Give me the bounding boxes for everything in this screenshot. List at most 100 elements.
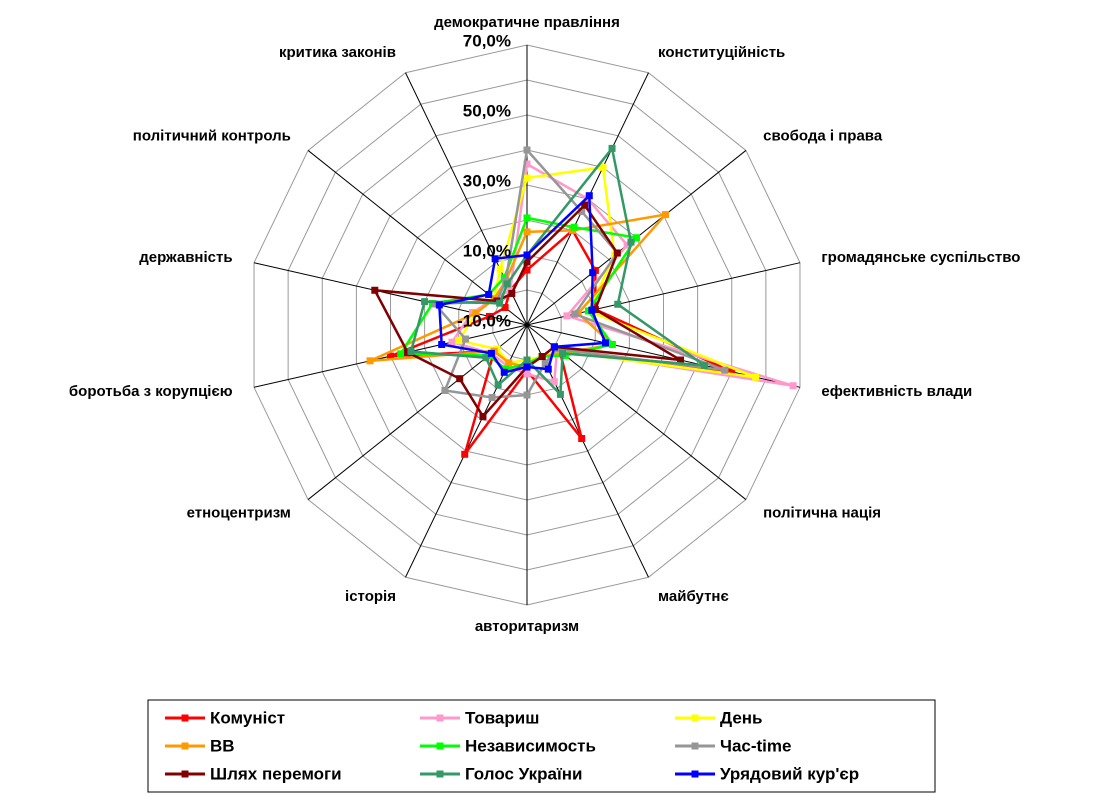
legend-label: Комуніст (210, 708, 285, 727)
series-marker (523, 363, 531, 371)
legend-marker (181, 770, 189, 778)
legend-label: Товариш (465, 708, 539, 727)
series-marker (550, 343, 558, 351)
series-marker (485, 312, 493, 320)
series-marker (700, 361, 708, 369)
y-tick-label: 50,0% (463, 101, 511, 120)
series-marker (661, 211, 669, 219)
series-marker (523, 146, 531, 154)
legend-label: ВВ (210, 736, 235, 755)
series-marker (541, 359, 549, 367)
category-label: конституційність (658, 44, 785, 61)
legend-marker (436, 770, 444, 778)
series-marker (523, 258, 531, 266)
series-marker (523, 251, 531, 259)
series-marker (366, 357, 374, 365)
series-marker (397, 350, 405, 358)
series-marker (608, 340, 616, 348)
series-marker (585, 192, 593, 200)
series-marker (435, 301, 443, 309)
axis-spoke (253, 262, 528, 326)
series-marker (677, 356, 685, 364)
series-marker (614, 300, 622, 308)
category-label: політичний контроль (133, 128, 291, 145)
series-marker (431, 300, 439, 308)
series-marker (728, 368, 736, 376)
series-marker (556, 390, 564, 398)
series-marker (461, 450, 469, 458)
legend-marker (181, 742, 189, 750)
series-marker (627, 238, 635, 246)
series-marker (371, 286, 379, 294)
series-marker (523, 356, 531, 364)
series-marker (523, 391, 531, 399)
series-marker (523, 174, 531, 182)
series-marker (523, 266, 531, 274)
series-marker (563, 312, 571, 320)
series-marker (501, 304, 509, 312)
series-marker (448, 338, 456, 346)
legend-marker (181, 714, 189, 722)
legend-label: Голос України (465, 764, 582, 783)
series-marker (608, 144, 616, 152)
series-marker (487, 349, 495, 357)
y-tick-label: -10,0% (457, 311, 511, 330)
series-marker (494, 381, 502, 389)
series-marker (578, 435, 586, 443)
series-marker (387, 352, 395, 360)
legend-marker (436, 742, 444, 750)
category-label: громадянське суспільство (821, 249, 1020, 266)
series-marker (496, 265, 504, 273)
legend-label: Час-time (720, 736, 791, 755)
series-marker (421, 298, 429, 306)
series-marker (588, 306, 596, 314)
legend-marker (691, 714, 699, 722)
legend-marker (691, 770, 699, 778)
series-marker (599, 163, 607, 171)
y-tick-label: 30,0% (463, 171, 511, 190)
series-marker (455, 337, 463, 345)
series-marker (550, 378, 558, 386)
series-marker (570, 223, 578, 231)
series-marker (559, 349, 567, 357)
category-label: боротьба з корупцією (69, 383, 233, 400)
series-marker (508, 289, 516, 297)
y-tick-label: 70,0% (463, 31, 511, 50)
series-marker (613, 249, 621, 257)
legend-box (147, 699, 936, 793)
series-marker (538, 353, 546, 361)
category-label: етноцентризм (187, 504, 291, 521)
series-marker (479, 412, 487, 420)
series-marker (438, 340, 446, 348)
series-marker (632, 234, 640, 242)
series-marker (752, 373, 760, 381)
series-marker (578, 207, 586, 215)
legend-label: Шлях перемоги (210, 764, 342, 783)
category-label: історія (345, 588, 396, 605)
series-marker (485, 290, 493, 298)
series-marker (523, 228, 531, 236)
series-marker (601, 339, 609, 347)
series-marker (623, 241, 631, 249)
category-label: свобода і права (763, 128, 883, 145)
series-marker (581, 201, 589, 209)
category-label: ефективність влади (821, 383, 972, 400)
series-marker (571, 310, 579, 318)
series-marker (441, 386, 449, 394)
series-marker (589, 269, 597, 277)
series-marker (482, 354, 490, 362)
series-marker (472, 309, 480, 317)
series-marker (523, 214, 531, 222)
series-marker (407, 347, 415, 355)
series-marker (789, 382, 797, 390)
series-marker (523, 160, 531, 168)
series-marker (544, 365, 552, 373)
category-label: майбутнє (658, 588, 729, 605)
series-marker (488, 394, 496, 402)
category-label: державність (139, 249, 232, 266)
legend-label: Независимость (465, 736, 596, 755)
series-marker (496, 299, 504, 307)
series-marker (503, 280, 511, 288)
category-label: критика законів (279, 44, 396, 61)
